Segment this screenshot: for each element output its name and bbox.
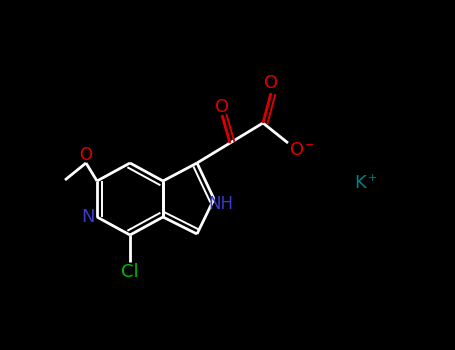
Text: NH: NH [208, 195, 233, 213]
Text: O: O [80, 146, 92, 164]
Text: K: K [354, 174, 366, 192]
Text: O: O [264, 74, 278, 92]
Text: O: O [290, 141, 304, 159]
Text: N: N [81, 208, 95, 226]
Text: +: + [368, 173, 377, 183]
Text: Cl: Cl [121, 263, 139, 281]
Text: O: O [215, 98, 229, 116]
Text: −: − [305, 140, 314, 150]
